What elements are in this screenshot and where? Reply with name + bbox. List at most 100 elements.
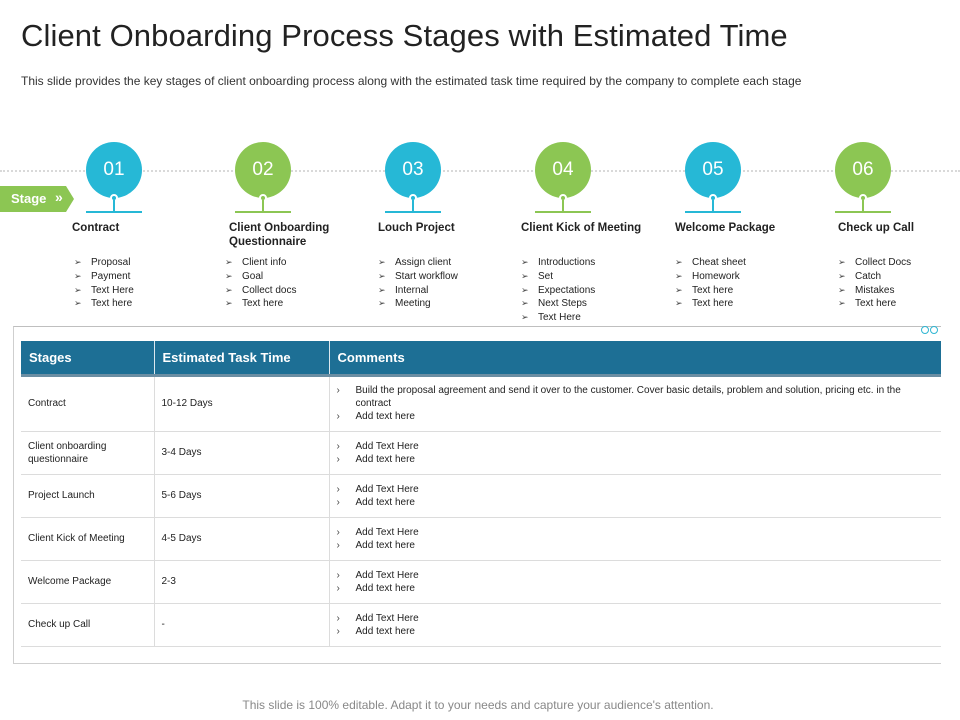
- chevron-right-icon: ›: [336, 569, 340, 581]
- table-row: Project Launch 5-6 Days › Add Text Here › Add…: [21, 474, 941, 518]
- comment-text: Add text here: [355, 411, 415, 422]
- stage-bullets: ➢ Cheat sheet ➢ Homework ➢ Text here ➢ Text her…: [675, 256, 746, 311]
- stage-stem: [412, 200, 414, 211]
- cell-comments: › Add Text Here › Add text here: [329, 517, 941, 561]
- check-arrow-icon: ➢: [675, 298, 683, 309]
- header-comments: Comments: [329, 341, 941, 377]
- footer-note: This slide is 100% editable. Adapt it to…: [242, 698, 714, 712]
- check-arrow-icon: ➢: [838, 284, 846, 295]
- bullet-text: Assign client: [395, 257, 452, 268]
- bullet-text: Mistakes: [855, 284, 895, 296]
- list-item: ➢ Assign client: [378, 256, 458, 270]
- stage-title: Client Onboarding Questionnaire: [229, 222, 330, 248]
- bullet-text: Collect docs: [242, 284, 297, 296]
- table-row: Contract 10-12 Days › Build the proposal ag…: [21, 375, 941, 432]
- list-item: ➢ Client info: [225, 256, 296, 270]
- frame-dot-icon: [921, 326, 929, 334]
- stage-1: 01 Contract ➢ Proposal ➢ Payment ➢ Text Here ➢ Te…: [72, 142, 236, 327]
- comment-line: › Add Text Here: [337, 569, 935, 582]
- stage-number-circle: 01: [86, 142, 142, 198]
- bullet-text: Text Here: [91, 284, 134, 296]
- comment-text: Add text here: [355, 582, 415, 594]
- stage-tag: Stage »: [0, 186, 74, 212]
- cell-time: 4-5 Days: [154, 517, 330, 561]
- stage-2: 02 Client Onboarding Questionnaire ➢ Client…: [225, 142, 385, 327]
- bullet-text: Payment: [91, 270, 131, 282]
- page-title: Client Onboarding Process Stages with Es…: [21, 18, 788, 53]
- check-arrow-icon: ➢: [74, 270, 82, 281]
- comment-text: Build the proposal agreement and send it…: [355, 385, 901, 409]
- comment-line: › Add Text Here: [337, 612, 935, 625]
- list-item: ➢ Mistakes: [838, 284, 911, 298]
- check-arrow-icon: ➢: [225, 284, 233, 295]
- stage-title: Welcome Package: [675, 222, 776, 234]
- cell-comments: › Add Text Here › Add text here: [329, 603, 941, 647]
- comment-text: Add Text Here: [355, 526, 419, 538]
- chevron-right-icon: ›: [336, 625, 340, 637]
- list-item: ➢ Goal: [225, 270, 296, 284]
- bullet-text: Cheat sheet: [692, 257, 746, 268]
- cell-time: 5-6 Days: [154, 474, 330, 518]
- bullet-text: Expectations: [538, 284, 596, 296]
- onboarding-table: Stages Estimated Task Time Comments Cont…: [21, 341, 941, 647]
- table-row: Check up Call - › Add Text Here › Add text he…: [21, 603, 941, 647]
- bullet-text: Next Steps: [538, 298, 587, 310]
- list-item: ➢ Start workflow: [378, 270, 458, 284]
- cell-time: 10-12 Days: [154, 375, 330, 432]
- stage-6: 06 Check up Call ➢ Collect Docs ➢ Catch ➢ Mista…: [835, 142, 960, 327]
- list-item: ➢ Internal: [378, 284, 458, 298]
- list-item: ➢ Text Here: [521, 311, 595, 325]
- comment-line: › Add text here: [337, 539, 935, 552]
- bullet-text: Homework: [692, 270, 740, 282]
- comment-line: › Add text here: [337, 496, 935, 509]
- comment-text: Add text here: [355, 539, 415, 551]
- cell-time: 3-4 Days: [154, 431, 330, 475]
- comment-text: Add Text Here: [355, 612, 419, 624]
- cell-time: -: [154, 603, 330, 647]
- comment-line: › Add Text Here: [337, 483, 935, 496]
- stage-tag-shape: [0, 186, 74, 212]
- stage-base-line: [535, 211, 591, 213]
- list-item: ➢ Expectations: [521, 284, 595, 298]
- check-arrow-icon: ➢: [838, 298, 846, 309]
- cell-comments: › Add Text Here › Add text here: [329, 431, 941, 475]
- stage-3: 03 Louch Project ➢ Assign client ➢ Start work…: [378, 142, 535, 327]
- cell-stage: Project Launch: [21, 474, 155, 518]
- check-arrow-icon: ➢: [675, 284, 683, 295]
- check-arrow-icon: ➢: [521, 298, 529, 309]
- check-arrow-icon: ➢: [838, 270, 846, 281]
- bullet-text: Meeting: [395, 298, 431, 310]
- chevron-right-icon: ›: [336, 453, 340, 465]
- stage-bullets: ➢ Assign client ➢ Start workflow ➢ Internal ➢ M…: [378, 256, 458, 311]
- list-item: ➢ Text here: [675, 297, 746, 311]
- bullet-text: Collect Docs: [855, 257, 912, 268]
- stage-stem: [262, 200, 264, 211]
- cell-comments: › Add Text Here › Add text here: [329, 474, 941, 518]
- cell-stage: Client onboarding questionnaire: [21, 431, 155, 475]
- list-item: ➢ Payment: [74, 270, 134, 284]
- chevron-right-icon: ›: [336, 440, 340, 452]
- stage-title: Contract: [72, 222, 120, 234]
- cell-time: 2-3: [154, 560, 330, 604]
- bullet-text: Text here: [91, 298, 133, 310]
- bullet-text: Goal: [242, 270, 264, 282]
- check-arrow-icon: ➢: [74, 298, 82, 309]
- comment-text: Add Text Here: [355, 483, 419, 495]
- check-arrow-icon: ➢: [225, 298, 233, 309]
- stage-base-line: [835, 211, 891, 213]
- table-row: Client Kick of Meeting 4-5 Days › Add Text …: [21, 517, 941, 561]
- frame-dots: [921, 321, 939, 339]
- cell-comments: › Add Text Here › Add text here: [329, 560, 941, 604]
- chevron-right-icon: ›: [336, 526, 340, 538]
- comment-line: › Add text here: [337, 582, 935, 595]
- bullet-text: Internal: [395, 284, 429, 296]
- comment-line: › Add text here: [337, 453, 935, 466]
- stage-bullets: ➢ Collect Docs ➢ Catch ➢ Mistakes ➢ Text here: [838, 256, 911, 311]
- header-stages: Stages: [21, 341, 155, 377]
- cell-comments: › Build the proposal agreement and send i…: [329, 375, 941, 432]
- bullet-text: Text here: [692, 284, 734, 296]
- list-item: ➢ Meeting: [378, 297, 458, 311]
- chevron-right-icon: ›: [336, 539, 340, 551]
- stage-title: Louch Project: [378, 222, 455, 234]
- bullet-text: Text here: [855, 298, 897, 310]
